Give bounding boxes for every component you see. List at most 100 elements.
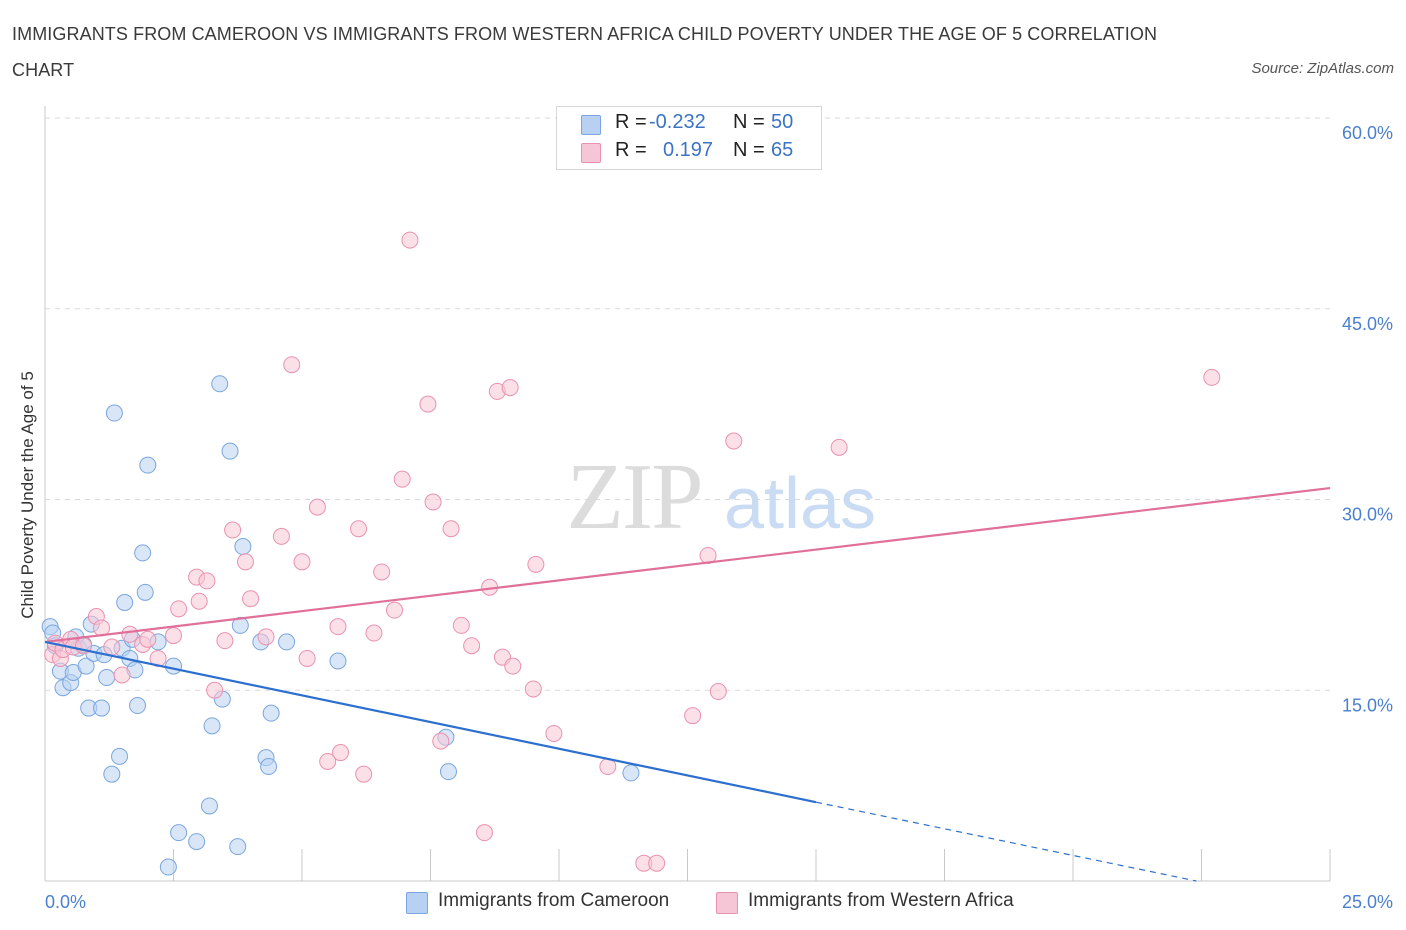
x-tick-label: 25.0% — [1342, 892, 1393, 912]
y-tick-label: 60.0% — [1342, 123, 1393, 143]
data-point-western-africa — [308, 498, 326, 516]
data-point-western-africa — [329, 618, 347, 636]
data-point-western-africa — [190, 592, 208, 610]
data-point-cameroon — [439, 763, 457, 781]
data-point-western-africa — [373, 563, 391, 581]
data-point-cameroon — [165, 657, 182, 675]
axis-tick-labels: 15.0% 30.0% 45.0% 60.0% 0.0% 25.0% — [45, 123, 1393, 912]
data-point-western-africa — [501, 379, 519, 397]
data-point-cameroon — [129, 697, 147, 715]
data-point-cameroon — [159, 858, 177, 876]
data-point-western-africa — [684, 707, 702, 725]
data-point-western-africa — [452, 616, 470, 634]
data-point-western-africa — [648, 854, 666, 872]
legend-swatch-blue — [581, 115, 601, 135]
data-point-western-africa — [103, 638, 121, 656]
data-point-western-africa — [206, 681, 224, 699]
data-point-western-africa — [257, 628, 275, 646]
data-point-western-africa — [198, 572, 216, 590]
data-point-cameroon — [116, 594, 134, 612]
data-point-western-africa — [355, 765, 373, 783]
data-point-cameroon — [203, 717, 221, 735]
data-point-cameroon — [622, 764, 640, 782]
data-point-western-africa — [170, 600, 188, 618]
data-point-western-africa — [139, 630, 157, 648]
data-point-western-africa — [293, 553, 311, 571]
bottom-legend-label: Immigrants from Cameroon — [438, 890, 670, 911]
y-tick-label: 30.0% — [1342, 505, 1393, 525]
trend-line-cameroon-extension — [815, 801, 1197, 882]
data-point-western-africa — [504, 657, 522, 675]
source-label: Source: ZipAtlas.com — [1251, 60, 1394, 77]
data-point-cameroon — [211, 375, 229, 393]
data-point-western-africa — [424, 493, 442, 511]
data-point-western-africa — [393, 470, 411, 488]
data-point-western-africa — [527, 555, 545, 573]
data-point-cameroon — [200, 797, 218, 815]
data-point-cameroon — [229, 838, 247, 856]
data-point-western-africa — [319, 752, 337, 770]
data-point-western-africa — [272, 527, 290, 545]
data-point-cameroon — [77, 657, 95, 675]
data-point-cameroon — [105, 404, 123, 422]
series-cameroon-points — [41, 375, 640, 876]
data-point-western-africa — [224, 521, 242, 539]
y-tick-label: 15.0% — [1342, 695, 1393, 715]
data-point-western-africa — [365, 624, 383, 642]
data-point-western-africa — [830, 438, 848, 456]
trend-lines — [44, 486, 1331, 882]
data-point-western-africa — [236, 553, 254, 571]
data-point-western-africa — [524, 680, 542, 698]
data-point-cameroon — [98, 669, 116, 687]
trend-line-western-africa — [44, 486, 1331, 644]
data-point-cameroon — [139, 456, 157, 474]
watermark-atlas: atlas — [724, 464, 876, 544]
x-tick-label: 0.0% — [45, 892, 86, 912]
data-point-western-africa — [121, 625, 139, 643]
legend-r-label: R = — [615, 139, 647, 161]
data-point-western-africa — [401, 231, 419, 249]
data-point-cameroon — [262, 704, 280, 722]
legend-n-value: 50 — [771, 111, 794, 133]
data-point-western-africa — [475, 824, 493, 842]
data-point-western-africa — [242, 590, 260, 608]
legend-n-value: 65 — [771, 139, 794, 161]
data-point-western-africa — [1203, 368, 1221, 386]
y-tick-label: 45.0% — [1342, 314, 1393, 334]
data-point-western-africa — [216, 632, 234, 650]
data-point-cameroon — [188, 833, 206, 851]
data-point-cameroon — [170, 824, 188, 842]
data-point-cameroon — [260, 758, 278, 776]
data-point-cameroon — [231, 616, 249, 634]
legend-r-label: R = — [615, 111, 647, 133]
bottom-legend-swatch-blue — [406, 892, 428, 914]
chart-title: IMMIGRANTS FROM CAMEROON VS IMMIGRANTS F… — [12, 24, 1158, 80]
data-point-cameroon — [134, 544, 152, 562]
data-point-western-africa — [725, 432, 743, 450]
bottom-legend-label: Immigrants from Western Africa — [748, 890, 1014, 911]
data-point-western-africa — [298, 649, 316, 667]
series-western-africa-points — [44, 152, 1221, 872]
legend-r-value: -0.232 — [649, 111, 706, 133]
data-point-cameroon — [221, 442, 239, 460]
legend-n-label: N = — [733, 139, 765, 161]
data-point-cameroon — [234, 538, 252, 556]
data-point-western-africa — [419, 395, 437, 413]
data-point-western-africa — [442, 520, 460, 538]
legend-n-label: N = — [733, 111, 765, 133]
data-point-cameroon — [111, 747, 129, 765]
data-point-cameroon — [136, 583, 154, 601]
correlation-legend: R = -0.232 N = 50 R = 0.197 N = 65 — [556, 106, 822, 170]
data-point-cameroon — [329, 652, 347, 670]
data-point-western-africa — [432, 732, 450, 750]
y-axis-label: Child Poverty Under the Age of 5 — [18, 371, 37, 619]
trend-line-cameroon — [44, 640, 817, 804]
bottom-legend-swatch-pink — [716, 892, 738, 914]
data-point-western-africa — [283, 356, 301, 374]
data-point-western-africa — [165, 627, 182, 645]
data-point-western-africa — [113, 666, 131, 684]
watermark-zip: ZIP — [567, 445, 702, 549]
data-point-western-africa — [332, 744, 350, 762]
data-point-western-africa — [709, 683, 727, 701]
